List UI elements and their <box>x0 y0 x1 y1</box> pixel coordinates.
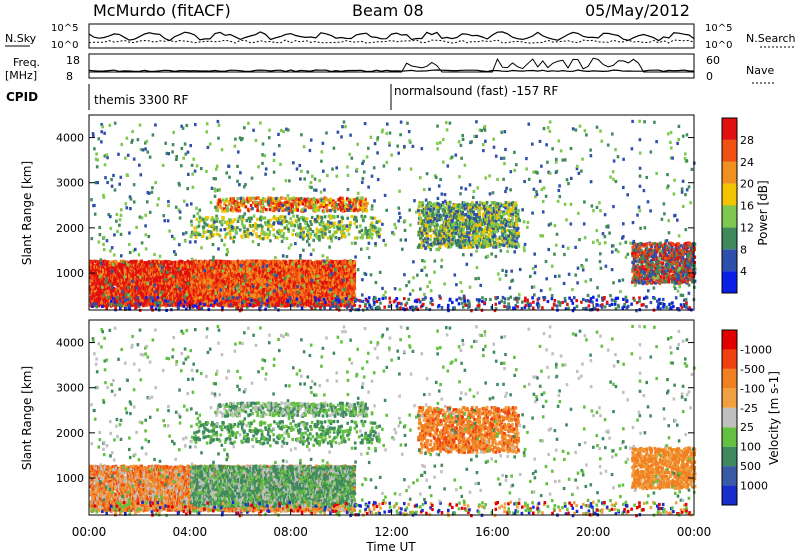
freq-label: Freq. <box>13 56 40 69</box>
nsearch-label: N.Search <box>746 32 796 45</box>
freq-tick-bottom: 8 <box>66 70 73 83</box>
noise-tick-right-bottom: 10^0 <box>705 40 732 51</box>
freq-panel <box>89 54 694 78</box>
cpid-mode-1: themis 3300 RF <box>94 93 188 107</box>
cpid-mode-2: normalsound (fast) -157 RF <box>394 84 558 98</box>
noise-tick-left-top: 10^5 <box>51 23 78 34</box>
power-heatmap <box>89 120 696 313</box>
noise-panel <box>89 24 694 48</box>
nsearch-trace <box>89 40 694 43</box>
cpid-label: CPID <box>6 90 38 104</box>
station-title: McMurdo (fitACF) <box>93 1 231 20</box>
nave-tick-bottom: 0 <box>706 70 713 83</box>
date-title: 05/May/2012 <box>585 1 690 20</box>
noise-tick-left-bottom: 10^0 <box>51 40 78 51</box>
noise-tick-right-top: 10^5 <box>705 23 732 34</box>
beam-title: Beam 08 <box>352 1 424 20</box>
nave-label: Nave <box>746 64 774 77</box>
freq-trace <box>89 70 694 72</box>
nsky-trace <box>89 32 694 41</box>
nsky-label: N.Sky <box>5 32 37 45</box>
nave-tick-top: 60 <box>706 54 720 67</box>
freq-unit-label: [MHz] <box>5 69 37 82</box>
freq-tick-top: 18 <box>66 54 80 67</box>
nave-trace <box>89 58 694 72</box>
